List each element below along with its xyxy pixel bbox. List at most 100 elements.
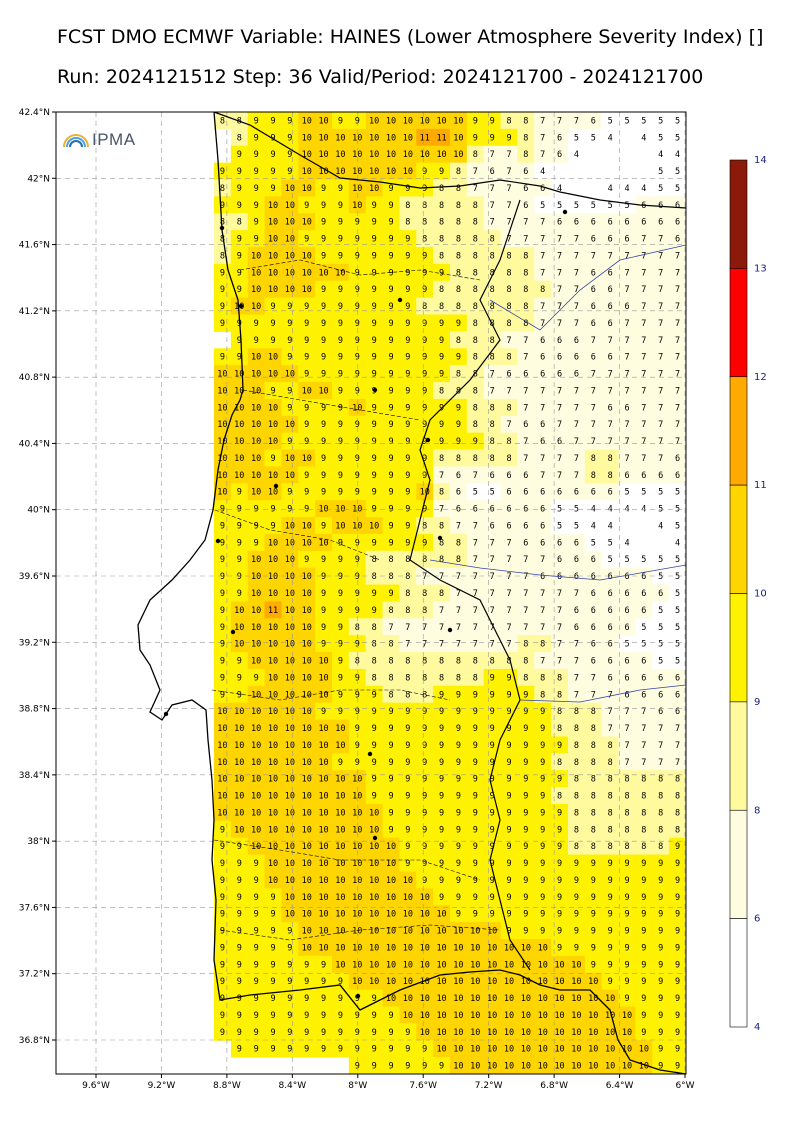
- cell-value: 10: [251, 724, 261, 734]
- grid-cell: [652, 196, 670, 214]
- cell-value: 6: [506, 370, 511, 380]
- grid-cell: [450, 348, 468, 366]
- grid-cell: [230, 365, 249, 383]
- cell-value: 10: [285, 268, 295, 278]
- grid-cell: [483, 348, 502, 366]
- grid-cell: [466, 533, 485, 552]
- cell-value: 10: [251, 251, 261, 261]
- cell-value: 9: [321, 589, 326, 599]
- grid-cell: [348, 247, 367, 265]
- grid-cell: [230, 449, 249, 467]
- cell-value: 9: [304, 471, 309, 481]
- grid-cell: [517, 213, 535, 231]
- cell-value: 7: [557, 471, 562, 481]
- cell-value: 9: [624, 893, 629, 903]
- cell-value: 7: [658, 437, 663, 447]
- grid-cell: [332, 415, 350, 434]
- grid-cell: [618, 196, 636, 214]
- grid-cell: [416, 263, 434, 282]
- grid-cell: [264, 787, 282, 805]
- grid-cell: [416, 550, 434, 569]
- cell-value: 9: [405, 724, 410, 734]
- grid-cell: [315, 888, 333, 906]
- colorbar-label: 8: [754, 805, 760, 816]
- grid-cell: [601, 635, 620, 653]
- cell-value: 10: [251, 775, 261, 785]
- grid-cell: [551, 955, 569, 974]
- cell-value: 9: [574, 859, 579, 869]
- cell-value: 5: [624, 201, 629, 211]
- grid-cell: [348, 550, 367, 569]
- grid-cell: [332, 500, 350, 518]
- grid-cell: [399, 1057, 417, 1075]
- cell-value: 10: [217, 707, 227, 717]
- cell-value: 10: [504, 994, 514, 1004]
- cell-value: 10: [335, 521, 345, 531]
- grid-cell: [399, 635, 417, 653]
- grid-cell: [466, 398, 485, 417]
- grid-cell: [416, 348, 434, 366]
- cell-value: 7: [540, 657, 545, 667]
- cell-value: 8: [523, 116, 528, 126]
- cell-value: 8: [658, 792, 663, 802]
- cell-value: 9: [304, 420, 309, 430]
- grid-cell: [584, 652, 603, 670]
- grid-cell: [635, 888, 653, 906]
- lat-tick-label: 40°N: [27, 506, 50, 516]
- grid-cell: [635, 112, 653, 130]
- grid-cell: [652, 820, 670, 839]
- grid-cell: [534, 668, 552, 687]
- cell-value: 10: [352, 184, 362, 194]
- cell-value: 9: [506, 690, 511, 700]
- grid-cell: [433, 584, 451, 602]
- grid-cell: [416, 972, 434, 991]
- grid-cell: [315, 1023, 333, 1041]
- cell-value: 9: [540, 876, 545, 886]
- grid-cell: [483, 652, 502, 670]
- grid-cell: [601, 382, 620, 400]
- grid-cell: [483, 905, 502, 923]
- cell-value: 9: [439, 1062, 444, 1072]
- grid-cell: [652, 635, 670, 653]
- lat-tick-label: 38.8°N: [19, 705, 50, 715]
- cell-value: 9: [422, 370, 427, 380]
- cell-value: 10: [302, 150, 312, 160]
- cell-value: 9: [254, 133, 259, 143]
- grid-cell: [584, 702, 603, 721]
- cell-value: 10: [302, 893, 312, 903]
- cell-value: 9: [270, 386, 275, 396]
- grid-cell: [534, 517, 552, 535]
- grid-cell: [365, 601, 384, 619]
- grid-cell: [298, 567, 316, 586]
- grid-cell: [416, 567, 434, 586]
- grid-cell: [450, 888, 468, 906]
- cell-value: 10: [352, 403, 362, 413]
- grid-cell: [551, 601, 569, 619]
- cell-value: 8: [439, 454, 444, 464]
- grid-cell: [500, 162, 518, 181]
- grid-cell: [652, 1023, 670, 1041]
- grid-cell: [568, 280, 586, 299]
- cell-value: 6: [641, 606, 646, 616]
- cell-value: 9: [608, 893, 613, 903]
- grid-cell: [466, 550, 485, 569]
- grid-cell: [466, 871, 485, 889]
- cell-value: 7: [506, 420, 511, 430]
- grid-cell: [365, 128, 384, 147]
- cell-value: 5: [557, 505, 562, 515]
- cell-value: 10: [453, 943, 463, 953]
- grid-cell: [618, 550, 636, 569]
- grid-cell: [332, 432, 350, 451]
- cell-value: 9: [405, 521, 410, 531]
- grid-cell: [247, 112, 266, 130]
- grid-cell: [483, 955, 502, 974]
- cell-value: 9: [523, 876, 528, 886]
- grid-cell: [433, 989, 451, 1007]
- cell-value: 6: [574, 353, 579, 363]
- grid-cell: [483, 972, 502, 991]
- grid-cell: [332, 787, 350, 805]
- grid-cell: [264, 517, 282, 535]
- cell-value: 10: [251, 454, 261, 464]
- cell-value: 6: [608, 285, 613, 295]
- grid-cell: [534, 652, 552, 670]
